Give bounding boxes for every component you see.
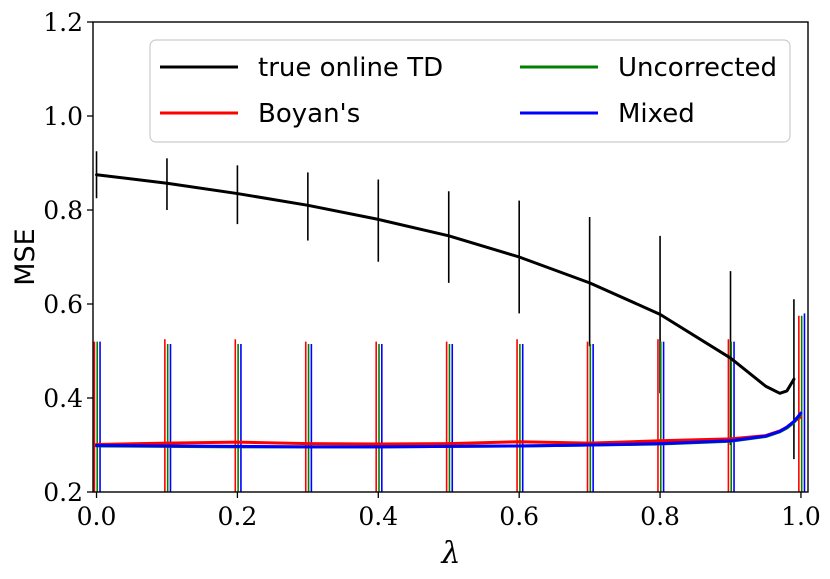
axes: 0.0 0.2 0.4 0.6 0.8 1.00.20.40.60.81.01.2 [43,8,821,531]
y-tick-label: 0.2 [43,478,83,507]
legend-label: true online TD [258,53,443,83]
plot-frame [92,21,809,493]
plot-area [93,151,806,492]
x-tick-label: 0.8 [640,502,680,531]
y-tick-label: 0.8 [43,196,83,225]
x-tick-label: 0.0 [77,502,117,531]
y-tick-label: 0.4 [43,384,83,413]
true-online-td-line [95,173,796,395]
series-group [93,151,806,492]
x-tick-label: 1.0 [781,502,821,531]
mixed-line [95,411,803,449]
legend: true online TD Boyan's Uncorrected Mixed [149,39,791,143]
y-axis-label: MSE [10,228,41,286]
y-tick-label: 1.0 [43,102,83,131]
x-axis-label: λ [440,536,460,571]
y-tick-label: 0.6 [43,290,83,319]
legend-label: Uncorrected [618,53,777,83]
legend-box [149,39,791,143]
legend-label: Mixed [618,99,695,129]
x-tick-label: 0.4 [358,502,398,531]
x-tick-label: 0.6 [499,502,539,531]
legend-label: Boyan's [258,99,360,129]
x-tick-label: 0.2 [218,502,258,531]
y-tick-label: 1.2 [43,8,83,37]
